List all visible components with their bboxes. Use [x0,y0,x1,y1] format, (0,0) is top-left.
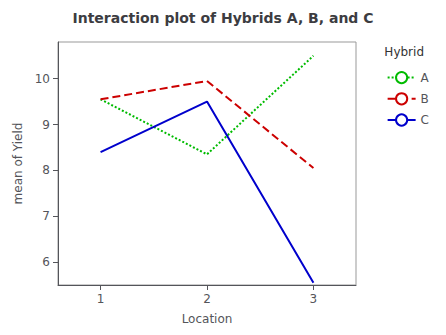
svg-text:Location: Location [182,312,233,326]
svg-text:Hybrid: Hybrid [384,45,424,59]
svg-text:8: 8 [42,163,50,177]
svg-text:B: B [421,92,429,106]
svg-text:Interaction plot of Hybrids A,: Interaction plot of Hybrids A, B, and C [72,10,373,26]
svg-text:mean of Yield: mean of Yield [11,123,25,205]
svg-text:10: 10 [35,72,50,86]
svg-text:7: 7 [42,209,50,223]
svg-text:1: 1 [97,292,105,306]
svg-text:3: 3 [310,292,318,306]
svg-text:9: 9 [42,118,50,132]
svg-text:A: A [421,71,430,85]
svg-text:C: C [421,113,429,127]
svg-text:2: 2 [203,292,211,306]
svg-text:6: 6 [42,255,50,269]
